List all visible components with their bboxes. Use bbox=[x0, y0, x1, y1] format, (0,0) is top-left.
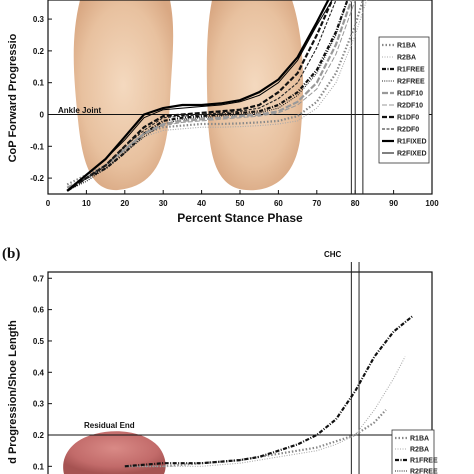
annotation-ankle-joint: Ankle Joint bbox=[58, 106, 101, 115]
x-tick-label: 0 bbox=[46, 199, 51, 208]
series-line-r2ba bbox=[124, 356, 406, 467]
x-tick-label: 90 bbox=[389, 199, 398, 208]
y-tick-label: 0.5 bbox=[33, 337, 45, 346]
legend-label: R2BA bbox=[397, 55, 416, 62]
foot-photo-left bbox=[73, 0, 174, 191]
y-tick-label: 0 bbox=[40, 110, 45, 119]
series-line-r1free bbox=[124, 315, 414, 468]
plot-frame-b bbox=[47, 271, 433, 474]
y-axis-label-a: CoP Forward Progressio bbox=[7, 33, 19, 162]
x-tick-label: 10 bbox=[82, 199, 91, 208]
series-line-r2df0 bbox=[66, 0, 337, 192]
x-tick-label: 20 bbox=[120, 199, 129, 208]
legend-label: R2FREE bbox=[410, 469, 438, 474]
panel-label-b: (b) bbox=[2, 246, 20, 262]
y-tick-label: 0.3 bbox=[33, 15, 45, 24]
y-axis-label-b: d Progression/Shoe Length bbox=[7, 320, 19, 464]
series-line-r1free bbox=[66, 0, 349, 192]
series-line-r1fixed bbox=[66, 0, 330, 192]
series-line-r1df0 bbox=[66, 0, 334, 192]
y-tick-label: -0.2 bbox=[30, 174, 44, 183]
y-tick-label: 0.6 bbox=[33, 306, 45, 315]
annotation-residual-end: Residual End bbox=[84, 421, 135, 430]
x-tick-label: 40 bbox=[197, 199, 206, 208]
legend-label: R2FIXED bbox=[397, 151, 427, 158]
x-axis-label-a: Percent Stance Phase bbox=[177, 211, 303, 225]
x-tick-label: 70 bbox=[312, 199, 321, 208]
legend-label: R1FREE bbox=[410, 458, 438, 465]
x-tick-label: 30 bbox=[159, 199, 168, 208]
x-tick-label: 100 bbox=[425, 199, 439, 208]
legend-label: R2FREE bbox=[397, 79, 425, 86]
legend-label: R2BA bbox=[410, 447, 429, 454]
y-tick-label: 0.2 bbox=[33, 47, 45, 56]
y-tick-label: -0.1 bbox=[30, 142, 44, 151]
annotation-chc: CHC bbox=[324, 250, 342, 259]
series-line-r2df10 bbox=[66, 0, 356, 189]
series-line-r1ba bbox=[124, 409, 387, 468]
series-line-r2fixed bbox=[66, 0, 333, 192]
legend-label: R1BA bbox=[410, 436, 429, 443]
y-tick-label: 0.1 bbox=[33, 462, 45, 471]
panel-b: (b) 0.1 0.2 0.3 0.4 0.5 0.6 0.7 CHC Residual E… bbox=[2, 246, 438, 474]
x-tick-label: 50 bbox=[236, 199, 245, 208]
x-tick-label: 80 bbox=[351, 199, 360, 208]
legend-label: R1BA bbox=[397, 43, 416, 50]
residual-limb-photo bbox=[63, 431, 166, 474]
legend-label: R1FIXED bbox=[397, 139, 427, 146]
legend-label: R1DF0 bbox=[397, 115, 419, 122]
y-tick-label: 0.1 bbox=[33, 79, 45, 88]
legend-label: R1FREE bbox=[397, 67, 425, 74]
x-tick-label: 60 bbox=[274, 199, 283, 208]
y-tick-label: 0.3 bbox=[33, 400, 45, 409]
y-tick-label: 0.7 bbox=[33, 274, 45, 283]
legend-label: R1DF10 bbox=[397, 91, 423, 98]
panel-a: -0.2 -0.1 0 0.1 0.2 0.3 0 10 20 30 40 50 60 70 80 90 10… bbox=[7, 0, 439, 225]
legend-label: R2DF0 bbox=[397, 127, 419, 134]
legend-label: R2DF10 bbox=[397, 103, 423, 110]
y-tick-label: 0.4 bbox=[33, 368, 45, 377]
y-tick-label: 0.2 bbox=[33, 431, 45, 440]
series-line-r2ba bbox=[66, 0, 368, 189]
